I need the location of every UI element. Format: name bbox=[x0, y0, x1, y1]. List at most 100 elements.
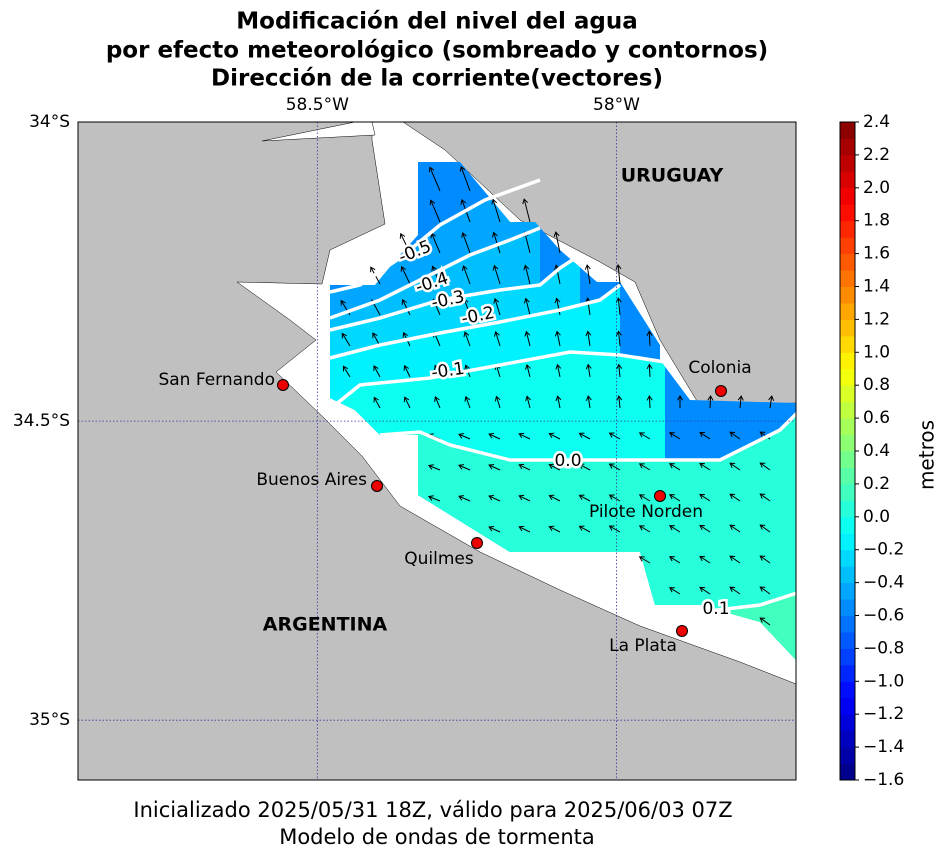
vector-arrow bbox=[729, 462, 741, 471]
vector-arrow bbox=[523, 297, 531, 316]
colorbar-tick-label: 1.6 bbox=[863, 244, 890, 264]
colorbar-segment bbox=[840, 401, 855, 419]
vector-arrow bbox=[646, 363, 653, 378]
vector-arrow bbox=[608, 463, 621, 471]
colorbar-segment bbox=[840, 664, 855, 682]
colorbar-segment bbox=[840, 220, 855, 238]
vector-arrow bbox=[523, 264, 531, 285]
vector-arrow bbox=[491, 198, 501, 223]
colorbar-segment bbox=[840, 171, 855, 189]
place-label: Pilote Norden bbox=[589, 502, 703, 522]
vector-arrow bbox=[488, 494, 501, 502]
vector-arrow bbox=[488, 525, 501, 533]
footer-line: Modelo de ondas de tormenta bbox=[279, 825, 595, 849]
places: San Fernando Buenos Aires Quilmes Colonia Pi… bbox=[158, 358, 751, 656]
vector-arrow bbox=[488, 463, 501, 471]
vector-arrow bbox=[759, 493, 771, 502]
vector-arrow bbox=[585, 363, 592, 378]
vector-arrow bbox=[434, 396, 441, 409]
vector-arrow bbox=[608, 494, 621, 502]
vector-arrow bbox=[729, 493, 741, 502]
vector-arrow bbox=[578, 432, 591, 440]
vector-arrow bbox=[554, 297, 561, 316]
vector-arrow bbox=[646, 395, 653, 409]
colorbar-segment bbox=[840, 122, 855, 139]
colorbar-segment bbox=[840, 467, 855, 485]
vector-arrow bbox=[341, 332, 351, 347]
vector-arrow bbox=[676, 395, 684, 408]
vector-arrow bbox=[578, 494, 591, 502]
vector-arrow bbox=[699, 462, 711, 471]
colorbar-segment bbox=[840, 615, 855, 633]
colorbar-segment bbox=[840, 730, 855, 748]
vector-arrow bbox=[585, 330, 592, 347]
colorbar-segment bbox=[840, 549, 855, 567]
vector-arrow bbox=[518, 494, 531, 502]
colorbar-segment bbox=[840, 138, 855, 156]
colorbar-segment bbox=[840, 335, 855, 353]
colorbar-segment bbox=[840, 253, 855, 271]
contour-line bbox=[329, 178, 541, 294]
vector-arrow bbox=[759, 462, 771, 471]
title-line: por efecto meteorológico (sombreado y co… bbox=[106, 38, 768, 64]
colorbar-segment bbox=[840, 270, 855, 287]
vector-arrow bbox=[458, 464, 471, 471]
vector-arrow bbox=[461, 232, 471, 254]
vector-arrow bbox=[759, 617, 771, 626]
vector-arrow bbox=[584, 264, 591, 285]
colorbar: 2.4 2.2 2.0 1.8 1.6 1.4 1.2 1.0 0.8 0.6 0.4 0.2 0.0 −… bbox=[839, 112, 904, 790]
y-tick-label: 35°S bbox=[29, 710, 70, 730]
colorbar-segment bbox=[840, 648, 855, 666]
vector-arrow bbox=[615, 330, 622, 347]
vector-arrow bbox=[668, 494, 681, 502]
vector-arrow bbox=[555, 363, 562, 378]
vector-arrow bbox=[699, 555, 711, 564]
title-line: Dirección de la corriente(vectores) bbox=[211, 66, 663, 92]
vector-arrow bbox=[427, 464, 441, 471]
colorbar-tick-label: 0.0 bbox=[863, 507, 890, 527]
colorbar-segment bbox=[840, 714, 855, 732]
colorbar-segment bbox=[840, 368, 855, 386]
vector-arrow bbox=[668, 556, 681, 564]
colorbar-tick-label: −0.2 bbox=[863, 540, 904, 560]
vector-arrow bbox=[585, 395, 592, 409]
vector-arrow bbox=[729, 555, 741, 564]
colorbar-tick-label: −0.6 bbox=[863, 606, 904, 626]
colorbar-segment bbox=[840, 204, 855, 222]
colorbar-tick-label: −1.6 bbox=[863, 770, 904, 790]
vector-arrow bbox=[492, 264, 501, 285]
vector-arrow bbox=[638, 494, 651, 502]
vector-arrow bbox=[428, 166, 441, 192]
contour-line bbox=[329, 226, 541, 320]
map-frame bbox=[77, 121, 797, 781]
colorbar-tick-label: 0.6 bbox=[863, 408, 890, 428]
vector-arrow bbox=[493, 331, 501, 347]
vector-arrow bbox=[638, 432, 651, 440]
vector-arrow bbox=[458, 433, 471, 440]
vector-arrow bbox=[668, 463, 681, 471]
vector-arrow bbox=[524, 363, 531, 378]
place-marker bbox=[277, 379, 289, 391]
vector-arrow bbox=[638, 525, 651, 533]
vectors bbox=[340, 165, 775, 626]
colorbar-tick-label: 2.2 bbox=[863, 145, 890, 165]
vector-arrow bbox=[553, 231, 561, 254]
place-marker bbox=[715, 385, 727, 397]
colorbar-tick-label: 1.4 bbox=[863, 277, 890, 297]
colorbar-segment bbox=[840, 302, 855, 320]
colorbar-segment bbox=[840, 516, 855, 534]
vector-arrow bbox=[555, 395, 562, 409]
title-line: Modificación del nivel del agua bbox=[236, 9, 637, 35]
place-marker bbox=[471, 537, 483, 549]
vector-arrow bbox=[462, 298, 471, 316]
colorbar-segment bbox=[840, 418, 855, 436]
x-tick-label: 58.5°W bbox=[286, 95, 349, 115]
vector-arrow bbox=[524, 330, 531, 347]
vector-arrow bbox=[759, 524, 771, 533]
vector-arrow bbox=[668, 525, 681, 533]
country-label: URUGUAY bbox=[621, 165, 724, 187]
colorbar-segment bbox=[840, 319, 855, 337]
vector-arrow bbox=[401, 298, 411, 316]
vector-arrow bbox=[699, 431, 711, 440]
